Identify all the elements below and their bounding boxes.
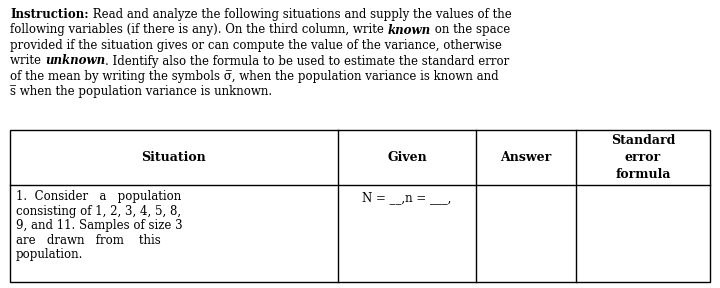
Text: s̅ when the population variance is unknown.: s̅ when the population variance is unkno… xyxy=(10,86,272,98)
Text: unknown: unknown xyxy=(45,54,105,67)
Bar xyxy=(10,130,710,282)
Text: following variables (if there is any). On the third column, write: following variables (if there is any). O… xyxy=(10,24,387,37)
Text: population.: population. xyxy=(16,248,84,261)
Text: write: write xyxy=(10,54,45,67)
Text: N = __,n = ___,: N = __,n = ___, xyxy=(362,191,451,204)
Text: Read and analyze the following situations and supply the values of the: Read and analyze the following situation… xyxy=(89,8,511,21)
Text: 1.  Consider   a   population: 1. Consider a population xyxy=(16,190,181,203)
Text: consisting of 1, 2, 3, 4, 5, 8,: consisting of 1, 2, 3, 4, 5, 8, xyxy=(16,204,181,217)
Text: are   drawn   from    this: are drawn from this xyxy=(16,234,161,247)
Text: Situation: Situation xyxy=(142,151,207,164)
Text: known: known xyxy=(387,24,431,37)
Text: Given: Given xyxy=(387,151,427,164)
Text: of the mean by writing the symbols σ̅, when the population variance is known and: of the mean by writing the symbols σ̅, w… xyxy=(10,70,499,83)
Text: Standard
error
formula: Standard error formula xyxy=(611,134,675,181)
Text: Answer: Answer xyxy=(500,151,552,164)
Text: provided if the situation gives or can compute the value of the variance, otherw: provided if the situation gives or can c… xyxy=(10,39,502,52)
Text: . Identify also the formula to be used to estimate the standard error: . Identify also the formula to be used t… xyxy=(105,54,509,67)
Text: on the space: on the space xyxy=(431,24,510,37)
Text: 9, and 11. Samples of size 3: 9, and 11. Samples of size 3 xyxy=(16,219,183,232)
Text: Instruction:: Instruction: xyxy=(10,8,89,21)
